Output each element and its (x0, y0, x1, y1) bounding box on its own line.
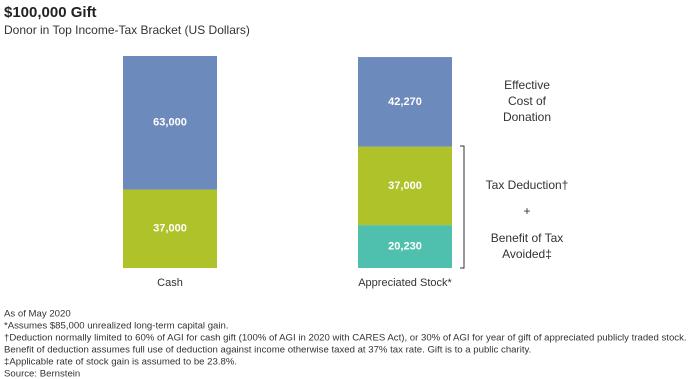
x-tick-label: Appreciated Stock* (358, 277, 452, 289)
chart-title: $100,000 Gift (4, 4, 97, 21)
value-label: 37,000 (153, 223, 187, 235)
value-label: 63,000 (153, 117, 187, 129)
chart-subtitle: Donor in Top Income-Tax Bracket (US Doll… (4, 23, 250, 37)
bar-segment (123, 56, 217, 190)
footnote: *Assumes $85,000 unrealized long-term ca… (4, 321, 229, 332)
value-label: 42,270 (388, 96, 422, 108)
series-label: Benefit of Tax Avoided‡ (490, 231, 564, 261)
bracket (460, 145, 465, 269)
value-label: 37,000 (388, 180, 422, 192)
bar-segment (358, 225, 452, 268)
value-label: 20,230 (388, 240, 422, 252)
bar-segment (358, 146, 452, 226)
bar-segment (358, 57, 452, 147)
x-tick-label: Cash (157, 277, 183, 289)
series-label: Effective Cost of Donation (502, 78, 552, 124)
footnote: ‡Applicable rate of stock gain is assume… (4, 357, 237, 368)
footnote: Source: Bernstein (4, 369, 80, 379)
annotation: + (523, 204, 530, 218)
footnote: Benefit of deduction assumes full use of… (4, 345, 531, 356)
series-label: Tax Deduction† (485, 178, 569, 192)
bar-segment (123, 189, 217, 268)
footnote: As of May 2020 (4, 309, 71, 320)
footnote: †Deduction normally limited to 60% of AG… (4, 333, 687, 344)
